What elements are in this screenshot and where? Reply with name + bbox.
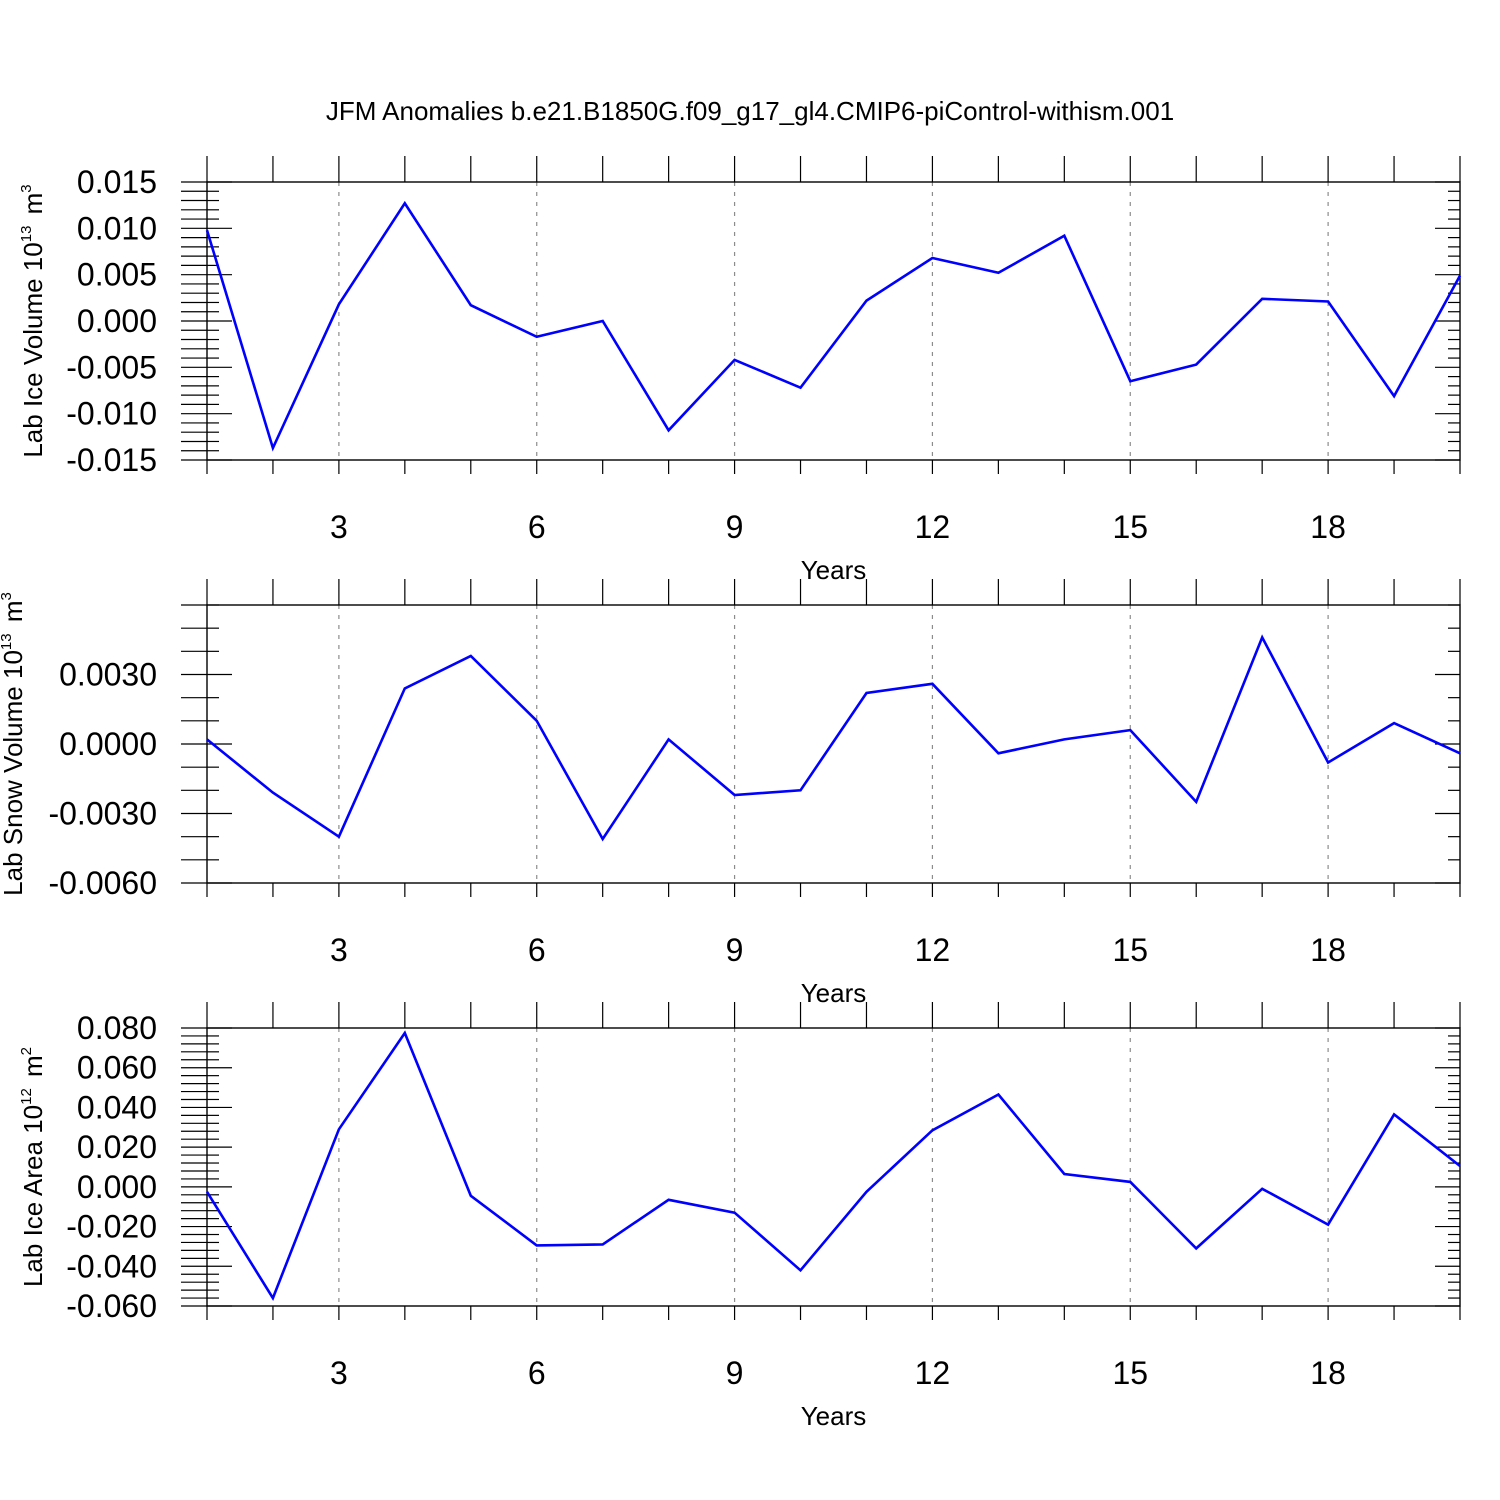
y-axis-title-unit: m xyxy=(0,601,28,630)
y-tick-label: -0.005 xyxy=(66,349,157,385)
y-axis-title-unit: m xyxy=(18,193,48,222)
y-axis-title-unit: m xyxy=(18,1055,48,1084)
y-axis-title-text: Lab Ice Volume 10 xyxy=(18,242,48,457)
x-tick-label: 3 xyxy=(330,1355,348,1391)
y-axis-title-unit-exponent: 3 xyxy=(18,184,35,192)
x-axis-title: Years xyxy=(801,978,867,1008)
y-axis-title-unit-exponent: 2 xyxy=(18,1047,35,1055)
tick-marks xyxy=(181,156,1461,474)
x-tick-label: 9 xyxy=(726,932,744,968)
y-tick-label: 0.010 xyxy=(77,210,157,246)
x-tick-label: 18 xyxy=(1310,509,1346,545)
y-axis-title-exponent: 13 xyxy=(18,226,35,243)
plot-frame xyxy=(206,181,1461,461)
y-tick-label: 0.005 xyxy=(77,257,157,293)
series-line xyxy=(205,1030,1461,1301)
y-tick-label: 0.0000 xyxy=(59,726,157,762)
y-tick-label: 0.020 xyxy=(77,1129,157,1165)
y-tick-label: -0.040 xyxy=(66,1248,157,1284)
y-tick-label: 0.000 xyxy=(77,1169,157,1205)
chart-panel-3: 3 6 9 12 15 18 -0.060 -0.040-0.020 0.000 0.020 0.0… xyxy=(18,1002,1461,1431)
y-tick-label: -0.020 xyxy=(66,1209,157,1245)
y-tick-label: 0.0030 xyxy=(59,657,157,693)
plot-frame xyxy=(206,1027,1461,1307)
y-tick-label: -0.0030 xyxy=(48,796,157,832)
y-tick-label: -0.060 xyxy=(66,1288,157,1324)
y-axis-title-unit-exponent: 3 xyxy=(0,592,15,600)
series-line xyxy=(206,634,1461,842)
y-tick-label: 0.080 xyxy=(77,1010,157,1046)
y-tick-label: 0.015 xyxy=(77,164,157,200)
x-tick-label: 18 xyxy=(1310,932,1346,968)
x-axis-title: Years xyxy=(801,1401,867,1431)
y-tick-label: -0.0060 xyxy=(48,865,157,901)
y-tick-label: 0.000 xyxy=(77,303,157,339)
x-tick-label: 3 xyxy=(330,509,348,545)
x-tick-label: 6 xyxy=(528,932,546,968)
x-tick-label: 18 xyxy=(1310,1355,1346,1391)
x-tick-label: 6 xyxy=(528,1355,546,1391)
y-axis-title-text: Lab Snow Volume 10 xyxy=(0,650,28,896)
y-axis-title-exponent: 12 xyxy=(18,1088,35,1105)
y-axis-title: Lab Snow Volume 1013 m3 xyxy=(0,592,28,896)
x-tick-label: 12 xyxy=(915,932,951,968)
y-tick-label: 0.040 xyxy=(77,1089,157,1125)
x-tick-label: 6 xyxy=(528,509,546,545)
y-tick-label: -0.010 xyxy=(66,396,157,432)
y-tick-label: -0.015 xyxy=(66,442,157,478)
y-axis-title-text: Lab Ice Area 10 xyxy=(18,1105,48,1287)
chart-panel-1: 3 6 9 12 15 18 -0.015 -0.010 -0.005 0.000 0.005 0.0… xyxy=(18,156,1462,585)
chart-panel-2: 3 6 9 12 15 18 -0.0060 -0.0030 0.0000 0.0030 Years… xyxy=(0,579,1461,1008)
tick-marks xyxy=(181,1002,1461,1320)
tick-marks xyxy=(181,579,1461,897)
x-axis-title: Years xyxy=(801,555,867,585)
y-tick-label: 0.060 xyxy=(77,1050,157,1086)
y-axis-title-exponent: 13 xyxy=(0,633,15,650)
x-tick-label: 3 xyxy=(330,932,348,968)
y-axis-title: Lab Ice Area 1012 m2 xyxy=(18,1047,48,1287)
x-tick-label: 15 xyxy=(1112,1355,1148,1391)
x-tick-label: 12 xyxy=(915,1355,951,1391)
x-tick-label: 15 xyxy=(1112,932,1148,968)
x-tick-label: 9 xyxy=(726,1355,744,1391)
plot-frame xyxy=(206,604,1461,884)
y-axis-title: Lab Ice Volume 1013 m3 xyxy=(18,184,48,457)
chart-panels: 3 6 9 12 15 18 -0.015 -0.010 -0.005 0.000 0.005 0.0… xyxy=(0,156,1462,1431)
x-tick-label: 9 xyxy=(726,509,744,545)
figure-title: JFM Anomalies b.e21.B1850G.f09_g17_gl4.C… xyxy=(326,96,1174,126)
x-tick-label: 15 xyxy=(1112,509,1148,545)
x-tick-label: 12 xyxy=(915,509,951,545)
series-line xyxy=(205,200,1462,452)
